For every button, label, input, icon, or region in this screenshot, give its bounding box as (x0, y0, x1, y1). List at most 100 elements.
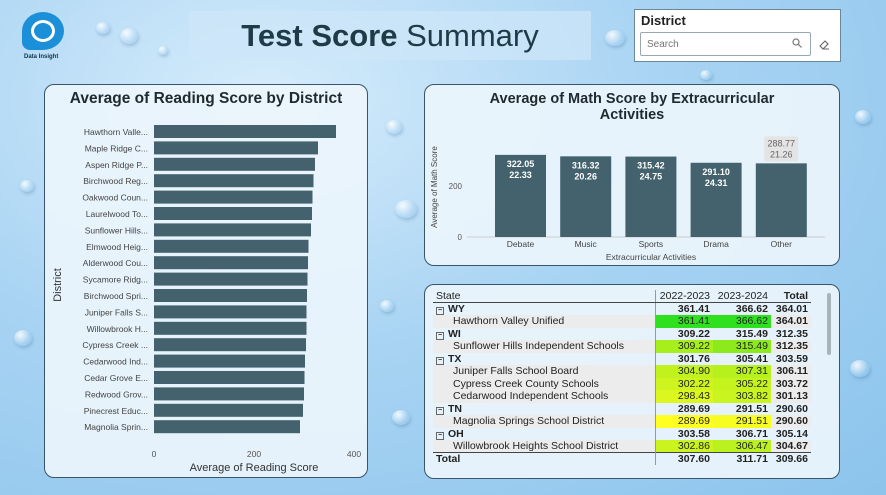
logo: Data Insight (14, 10, 74, 66)
matrix-cell-v1: 301.76 (654, 352, 713, 365)
reading-chart-card: Average of Reading Score by District Dis… (44, 84, 368, 478)
score-matrix: State 2022-2023 2023-2024 Total − WY 361.4… (433, 290, 811, 465)
collapse-icon[interactable]: − (436, 331, 444, 340)
matrix-row-name: Juniper Falls School Board (453, 365, 579, 378)
reading-category-label: Cedar Grove E... (84, 373, 148, 383)
matrix-row-label: Willowbrook Heights School District (433, 440, 655, 453)
water-drop (392, 410, 410, 425)
water-drop (850, 360, 870, 377)
reading-bar (154, 174, 314, 188)
reading-bar (154, 190, 313, 204)
matrix-cell-total: 306.11 (771, 365, 811, 378)
matrix-district-row[interactable]: Magnolia Springs School District 289.69 29… (433, 415, 811, 428)
matrix-cell-total: 290.60 (775, 402, 808, 415)
matrix-row-name: WI (448, 327, 461, 340)
reading-category-label: Cypress Creek ... (82, 340, 148, 350)
title-band: Test Score Summary (189, 11, 591, 60)
matrix-header-total[interactable]: Total (771, 290, 811, 303)
reading-category-label: Maple Ridge C... (85, 143, 148, 153)
reading-bar (154, 403, 303, 417)
matrix-cell-total: 305.14 (775, 427, 808, 440)
reading-bar (154, 289, 307, 302)
matrix-cell-total: 312.35 (775, 327, 808, 340)
matrix-cell-v1: 361.41 (654, 315, 713, 328)
math-category-label: Music (575, 239, 598, 249)
matrix-row-name: Cedarwood Independent Schools (453, 390, 609, 403)
reading-bar (154, 256, 308, 270)
water-drop (158, 46, 168, 55)
eraser-icon[interactable] (817, 37, 831, 51)
matrix-scrollbar[interactable] (827, 293, 831, 355)
matrix-row-label: − OH (433, 428, 655, 441)
math-chart-card: Average of Math Score by Extracurricular… (424, 84, 840, 266)
matrix-state-row[interactable]: − WY 361.41 366.62 364.01 (433, 302, 811, 315)
matrix-cell-total: 303.59 (775, 352, 808, 365)
matrix-state-row[interactable]: − OH 303.58 306.71 305.14 (433, 427, 811, 441)
math-value-label: 288.77 (768, 138, 796, 148)
reading-category-label: Willowbrook H... (87, 324, 148, 334)
collapse-icon[interactable]: − (436, 406, 444, 415)
math-value-label: 315.42 (637, 161, 665, 171)
reading-category-label: Oakwood Coun... (82, 193, 148, 203)
math-chart-title: Average of Math Score by Extracurricular… (425, 91, 839, 123)
score-matrix-card: State 2022-2023 2023-2024 Total − WY 361.4… (424, 284, 840, 479)
matrix-cell-v1: 302.22 (654, 377, 713, 390)
math-value-label: 322.05 (507, 159, 535, 169)
matrix-cell-v2: 315.49 (713, 340, 771, 353)
matrix-cell-total: 364.01 (775, 303, 808, 315)
matrix-row-name: TN (448, 402, 462, 415)
matrix-header-state[interactable]: State (433, 290, 655, 303)
matrix-state-row[interactable]: − TN 289.69 291.51 290.60 (433, 402, 811, 415)
reading-category-label: Elmwood Heig... (86, 242, 148, 252)
matrix-row-name: Sunflower Hills Independent Schools (453, 340, 625, 353)
matrix-district-row[interactable]: Juniper Falls School Board 304.90 307.31 30… (433, 365, 811, 378)
reading-y-axis-label: District (52, 268, 64, 302)
matrix-cell-v1: 298.43 (654, 390, 713, 403)
matrix-row-name: WY (448, 303, 465, 315)
matrix-district-row[interactable]: Hawthorn Valley Unified 361.41 366.62 364.0… (433, 315, 811, 328)
collapse-icon[interactable]: − (436, 307, 444, 315)
math-bar (560, 156, 612, 237)
slicer-search-input[interactable] (640, 32, 811, 56)
math-label-box (764, 136, 799, 162)
search-icon[interactable] (792, 38, 802, 48)
matrix-header-2022[interactable]: 2022-2023 (654, 290, 713, 303)
page-title-bold: Test Score (241, 17, 398, 53)
matrix-district-row[interactable]: Cedarwood Independent Schools 298.43 303.8… (433, 390, 811, 403)
matrix-row-label: − WI (433, 328, 655, 341)
matrix-total-total: 309.66 (771, 452, 811, 465)
reading-category-label: Birchwood Reg... (83, 176, 148, 186)
reading-category-label: Alderwood Cou... (83, 258, 148, 268)
math-category-label: Drama (703, 239, 729, 249)
reading-x-tick: 400 (347, 449, 361, 459)
matrix-header-2023[interactable]: 2023-2024 (713, 290, 771, 303)
matrix-cell-v2: 366.62 (713, 315, 771, 328)
collapse-icon[interactable]: − (436, 356, 444, 365)
matrix-cell-total: 290.60 (771, 415, 811, 428)
reading-category-label: Birchwood Spri... (84, 291, 148, 301)
matrix-state-row[interactable]: − TX 301.76 305.41 303.59 (433, 352, 811, 365)
district-slicer: District (634, 9, 841, 62)
matrix-state-row[interactable]: − WI 309.22 315.49 312.35 (433, 327, 811, 341)
math-secondary-label: 22.33 (509, 170, 532, 180)
matrix-row-label: Hawthorn Valley Unified (433, 315, 655, 328)
matrix-total-v2: 311.71 (713, 452, 771, 465)
matrix-cell-v2: 305.22 (713, 377, 771, 390)
matrix-cell-v2: 306.47 (713, 440, 771, 453)
reading-category-label: Pinecrest Educ... (84, 406, 148, 416)
reading-bar (154, 371, 305, 384)
slicer-title: District (641, 13, 686, 28)
matrix-district-row[interactable]: Cypress Creek County Schools 302.22 305.22… (433, 377, 811, 390)
matrix-district-row[interactable]: Sunflower Hills Independent Schools 309.2… (433, 340, 811, 353)
water-drop (395, 200, 417, 218)
logo-text: Data Insight (24, 54, 59, 60)
water-drop (380, 300, 394, 312)
math-secondary-label: 21.26 (770, 149, 793, 159)
math-y-axis-label: Average of Math Score (430, 146, 439, 228)
collapse-icon[interactable]: − (436, 431, 444, 440)
water-drop (386, 120, 402, 134)
reading-x-axis-label: Average of Reading Score (190, 462, 319, 474)
water-drop (700, 70, 712, 80)
math-secondary-label: 24.75 (640, 172, 663, 182)
matrix-district-row[interactable]: Willowbrook Heights School District 302.8… (433, 440, 811, 453)
